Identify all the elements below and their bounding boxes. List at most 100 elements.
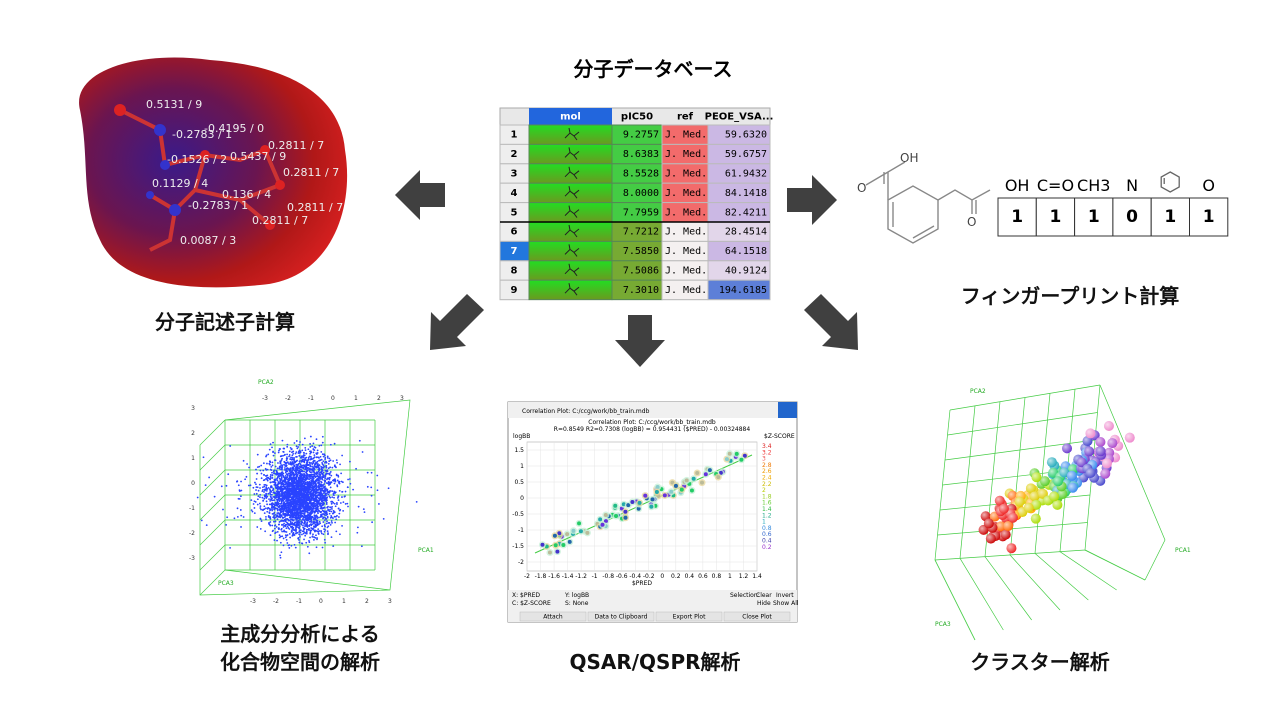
point bbox=[555, 549, 560, 554]
point bbox=[277, 488, 280, 490]
point bbox=[282, 537, 285, 540]
header: PEOE_VSA... bbox=[705, 112, 774, 123]
point bbox=[298, 504, 301, 507]
point bbox=[308, 520, 311, 523]
point bbox=[312, 479, 314, 482]
point bbox=[298, 529, 301, 532]
point bbox=[273, 524, 276, 527]
tick: 2 bbox=[377, 395, 381, 402]
point bbox=[256, 498, 259, 501]
point bbox=[309, 513, 312, 516]
point bbox=[288, 547, 291, 549]
point bbox=[329, 466, 332, 469]
pic50: 9.2757 bbox=[623, 130, 659, 141]
ref: J. Med. bbox=[665, 266, 707, 277]
grid bbox=[934, 384, 1166, 641]
point bbox=[295, 491, 298, 494]
point bbox=[250, 499, 253, 502]
point bbox=[292, 514, 295, 516]
point bbox=[268, 523, 271, 526]
point bbox=[322, 460, 325, 463]
point bbox=[264, 507, 267, 510]
point bbox=[309, 536, 311, 539]
point bbox=[281, 523, 283, 526]
point bbox=[333, 496, 335, 499]
point bbox=[315, 453, 318, 456]
point bbox=[276, 479, 279, 482]
point bbox=[335, 474, 338, 477]
point bbox=[296, 493, 299, 496]
point bbox=[328, 472, 331, 475]
point bbox=[282, 512, 285, 515]
point bbox=[319, 516, 322, 518]
point bbox=[304, 491, 306, 493]
point bbox=[277, 492, 280, 495]
point bbox=[308, 470, 311, 473]
point bbox=[273, 481, 275, 484]
point bbox=[306, 475, 308, 478]
point bbox=[298, 533, 301, 536]
descriptor-label: 0.0087 / 3 bbox=[180, 234, 236, 247]
point bbox=[279, 448, 282, 450]
point bbox=[327, 493, 330, 496]
cluster-plot: PCA1 PCA2 PCA3 bbox=[934, 384, 1191, 641]
point bbox=[269, 474, 272, 476]
descriptor-label: 0.5437 / 9 bbox=[230, 150, 286, 163]
point bbox=[268, 498, 270, 501]
point bbox=[283, 522, 286, 525]
point bbox=[310, 458, 312, 460]
point bbox=[290, 525, 292, 528]
point bbox=[540, 542, 545, 547]
point bbox=[315, 496, 317, 499]
point bbox=[271, 509, 274, 512]
row-num: 3 bbox=[511, 169, 518, 180]
caption: フィンガープリント計算 bbox=[961, 284, 1179, 308]
point bbox=[316, 477, 319, 480]
point bbox=[319, 473, 322, 476]
point bbox=[302, 497, 305, 500]
bit: 1 bbox=[1011, 207, 1023, 227]
point bbox=[303, 437, 306, 440]
point bbox=[291, 495, 293, 498]
point bbox=[262, 479, 265, 482]
shine bbox=[1084, 446, 1095, 457]
point bbox=[271, 493, 273, 496]
point bbox=[312, 448, 315, 451]
bit: 1 bbox=[1050, 207, 1062, 227]
point bbox=[323, 528, 325, 531]
peoe: 64.1518 bbox=[725, 246, 767, 257]
point bbox=[305, 508, 308, 510]
point bbox=[306, 484, 309, 486]
point bbox=[304, 483, 306, 486]
point bbox=[281, 530, 284, 533]
point bbox=[313, 511, 316, 514]
point bbox=[279, 554, 282, 557]
point bbox=[292, 468, 295, 471]
point bbox=[255, 478, 258, 480]
point bbox=[269, 534, 272, 537]
point bbox=[322, 516, 325, 519]
point bbox=[286, 474, 289, 477]
point bbox=[284, 530, 287, 533]
mol-cell bbox=[528, 182, 613, 204]
point bbox=[356, 531, 359, 534]
tick: 2 bbox=[191, 430, 195, 437]
grid bbox=[934, 384, 1146, 641]
point bbox=[300, 486, 303, 488]
point bbox=[315, 510, 318, 513]
point bbox=[338, 512, 341, 515]
point bbox=[308, 541, 311, 544]
point bbox=[322, 474, 325, 477]
point bbox=[319, 471, 322, 474]
point bbox=[302, 478, 305, 481]
z-tick: 0.2 bbox=[762, 544, 772, 551]
point bbox=[282, 544, 285, 547]
point bbox=[253, 493, 256, 495]
point bbox=[292, 474, 294, 477]
point bbox=[623, 509, 628, 514]
point bbox=[296, 517, 299, 519]
point bbox=[300, 496, 303, 499]
point bbox=[739, 457, 744, 462]
point bbox=[334, 505, 337, 508]
bit-label: O bbox=[1202, 176, 1215, 195]
